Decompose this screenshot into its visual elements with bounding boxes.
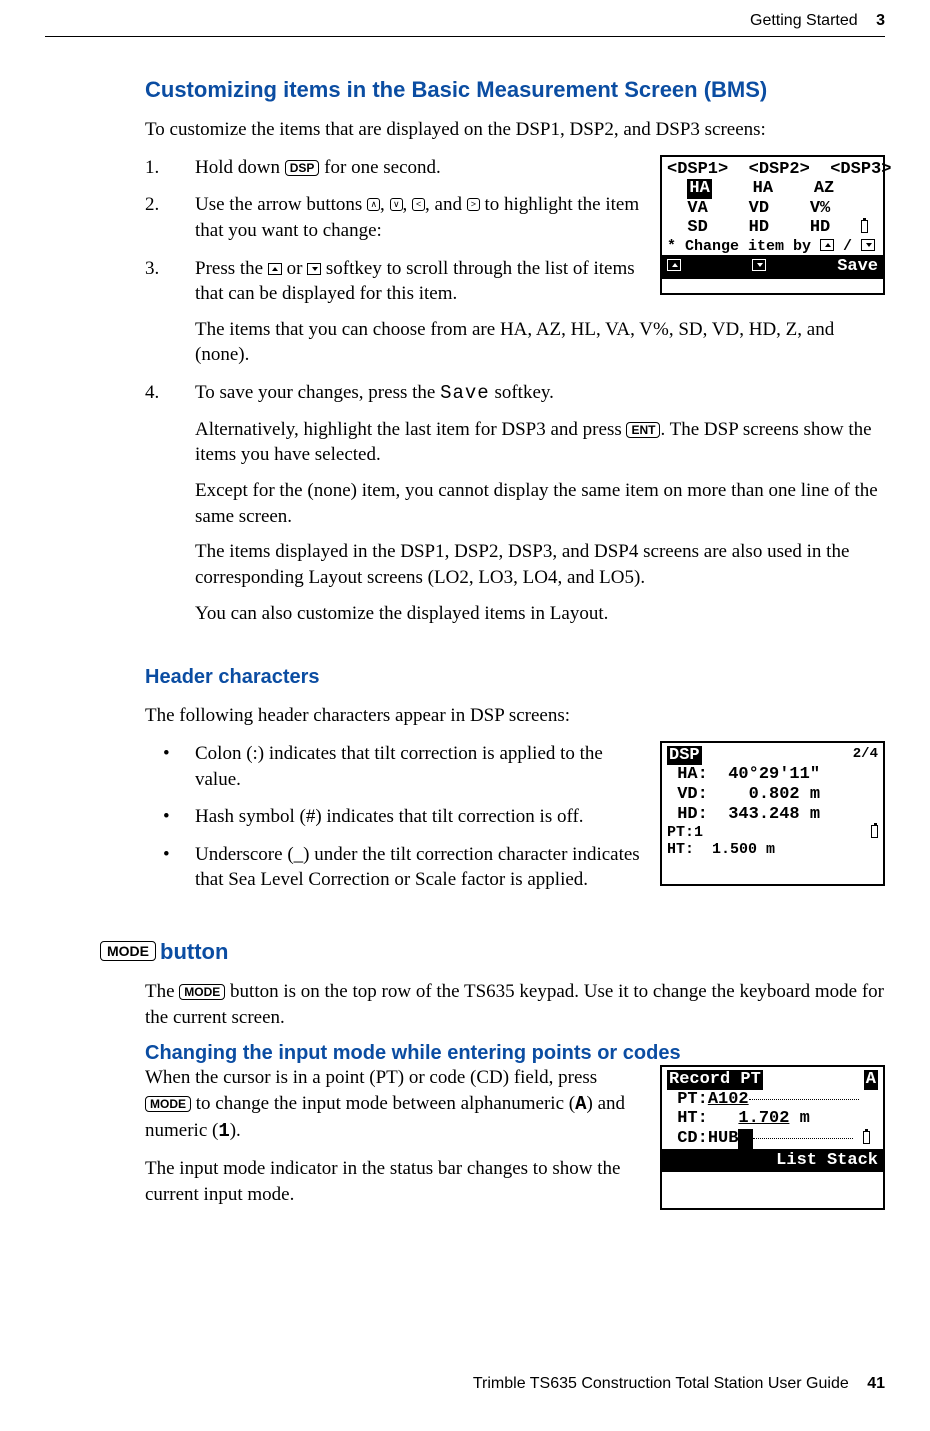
softkey-up-icon (268, 263, 282, 275)
lcd3-r2: HT: 1.702 m (667, 1109, 878, 1129)
down-arrow-key (390, 198, 403, 211)
right-arrow-key (467, 198, 480, 211)
lcd3-r1: PT:A102 (667, 1090, 878, 1110)
section-heading-bms: Customizing items in the Basic Measureme… (145, 77, 885, 103)
dsp-key: DSP (285, 160, 320, 176)
lcd-screen-record-pt: Record PTA PT:A102 HT: 1.702 m CD:HUB Li… (660, 1065, 885, 1210)
hc-intro: The following header characters appear i… (145, 703, 885, 729)
bullet-colon: Colon (:) indicates that tilt correction… (145, 741, 645, 792)
page-number: 41 (867, 1375, 885, 1392)
page-footer: Trimble TS635 Construction Total Station… (473, 1375, 885, 1393)
lcd-screen-dsp-readout: DSP2/4 HA: 40°29'11" VD: 0.802 m HD: 343… (660, 741, 885, 886)
lcd2-title-row: DSP2/4 (667, 746, 878, 766)
lcd2-r1: HA: 40°29'11" (667, 765, 878, 785)
section-heading-input-mode: Changing the input mode while entering p… (145, 1042, 681, 1064)
mode-key-inline2: MODE (145, 1096, 191, 1112)
mode-paragraph: The MODE button is on the top row of the… (145, 979, 885, 1030)
step-3-sub: The items that you can choose from are H… (195, 317, 885, 368)
step-1: Hold down DSP for one second. (145, 155, 885, 181)
left-arrow-key (412, 198, 425, 211)
section-heading-mode-button: MODE button (100, 939, 885, 965)
step-3: Press the or softkey to scroll through t… (145, 256, 885, 369)
step-4: To save your changes, press the Save sof… (145, 380, 885, 626)
lcd3-title: Record PTA (667, 1070, 878, 1090)
steps-list: Hold down DSP for one second. Use the ar… (145, 155, 885, 627)
bullet-underscore: Underscore (_) under the tilt correction… (145, 842, 645, 893)
mode-key-inline: MODE (179, 984, 225, 1000)
step-4-sub2: Except for the (none) item, you cannot d… (195, 478, 885, 529)
lcd2-r4: PT:1 (667, 824, 878, 841)
lcd3-softkey-bar: List Stack (662, 1149, 883, 1173)
lcd2-r2: VD: 0.802 m (667, 785, 878, 805)
step-4-sub1: Alternatively, highlight the last item f… (195, 417, 885, 468)
step-4-sub3: The items displayed in the DSP1, DSP2, D… (195, 539, 885, 590)
header-title: Getting Started (750, 12, 858, 29)
mode-key: MODE (100, 941, 156, 961)
lcd3-r3: CD:HUB (667, 1129, 878, 1149)
softkey-stack: Stack (827, 1151, 878, 1171)
step-2: Use the arrow buttons , , , and to highl… (145, 192, 885, 243)
softkey-list: List (776, 1151, 817, 1171)
lcd2-r5: HT: 1.500 m (667, 841, 878, 858)
footer-title: Trimble TS635 Construction Total Station… (473, 1375, 849, 1392)
running-header: Getting Started 3 (45, 0, 885, 30)
section-heading-header-chars: Header characters (145, 666, 885, 689)
ent-key: ENT (626, 422, 660, 438)
bullet-hash: Hash symbol (#) indicates that tilt corr… (145, 804, 645, 830)
up-arrow-key (367, 198, 380, 211)
lcd2-r3: HD: 343.248 m (667, 805, 878, 825)
header-rule (45, 36, 885, 37)
intro-paragraph: To customize the items that are displaye… (145, 117, 885, 143)
softkey-down-icon (307, 263, 321, 275)
save-softkey-label: Save (440, 382, 490, 404)
chapter-number: 3 (876, 12, 885, 29)
step-4-sub4: You can also customize the displayed ite… (195, 601, 885, 627)
